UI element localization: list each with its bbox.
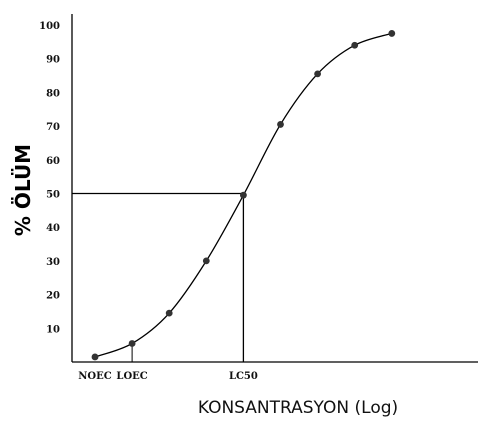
y-tick-label: 10 — [46, 324, 60, 335]
x-axis-label: KONSANTRASYON (Log) — [198, 398, 398, 418]
data-point — [91, 353, 99, 361]
data-point — [351, 41, 359, 49]
y-tick-label: 80 — [46, 88, 60, 99]
data-point — [277, 121, 284, 128]
data-point — [128, 340, 136, 347]
y-tick-label: 30 — [46, 257, 60, 268]
data-point — [165, 309, 173, 317]
y-tick-label: 70 — [46, 122, 60, 133]
data-point — [314, 70, 321, 78]
x-annotation-label: NOEC — [78, 371, 111, 382]
y-tick-label: 90 — [46, 55, 60, 66]
x-annotation-label: LOEC — [116, 371, 147, 382]
lc50-reference-lines — [72, 192, 245, 362]
y-axis-label: % ÖLÜM — [11, 144, 35, 236]
data-point — [202, 257, 210, 265]
y-tick-label: 40 — [46, 223, 60, 234]
y-tick-label: 20 — [46, 291, 60, 302]
y-tick-label: 60 — [46, 156, 60, 167]
data-point — [388, 30, 396, 37]
data-points — [91, 30, 396, 361]
data-point — [240, 191, 247, 199]
axes — [71, 14, 478, 363]
y-tick-label: 100 — [39, 21, 60, 32]
x-annotation-label: LC50 — [229, 371, 258, 382]
y-tick-label: 50 — [46, 190, 60, 201]
y-tick-labels: 10 20 30 40 50 60 70 80 90 100 — [39, 21, 60, 335]
